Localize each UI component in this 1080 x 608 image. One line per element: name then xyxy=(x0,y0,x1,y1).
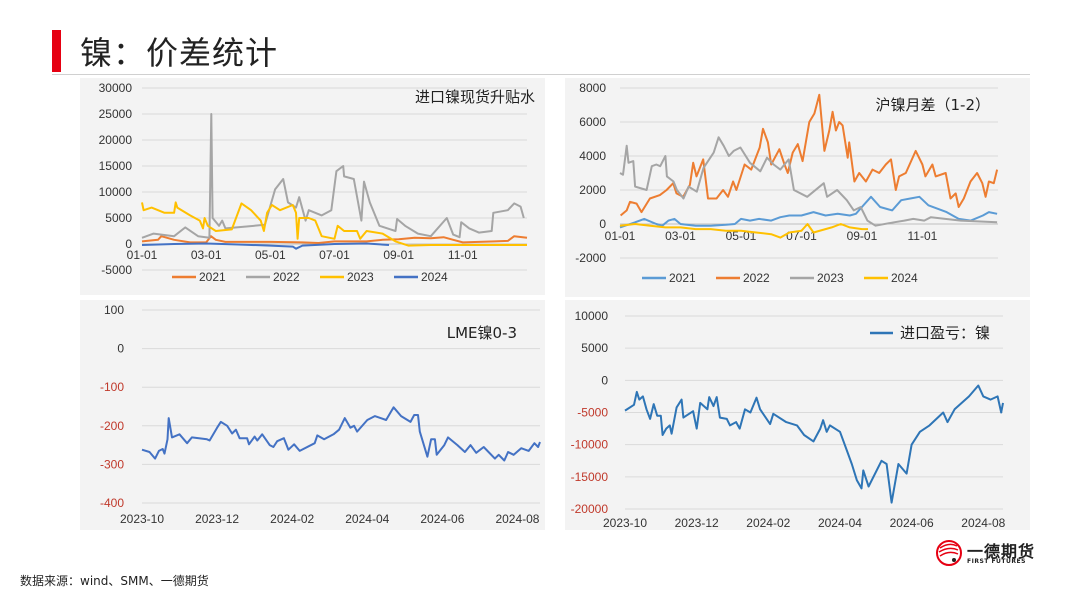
y-tick-label: 0 xyxy=(125,237,132,251)
y-tick-label: -20000 xyxy=(571,502,609,516)
logo-en-text: FIRST FUTURES xyxy=(967,558,1026,565)
y-tick-label: 2000 xyxy=(579,183,606,197)
y-tick-label: 0 xyxy=(601,373,608,387)
series-line-2021 xyxy=(619,195,998,229)
y-tick-label: 0 xyxy=(117,342,124,356)
legend-label: 2024 xyxy=(421,270,448,284)
series-line-2023 xyxy=(619,136,998,227)
chart-title: 进口盈亏：镍 xyxy=(900,324,990,342)
x-tick-label: 2023-12 xyxy=(675,516,719,530)
x-tick-label: 2023-10 xyxy=(120,512,164,526)
legend-label: 2022 xyxy=(743,271,770,285)
legend-label: 2024 xyxy=(891,271,918,285)
y-tick-label: 8000 xyxy=(579,81,606,95)
series-line-2021 xyxy=(141,235,528,244)
x-tick-label: 03-01 xyxy=(191,248,222,262)
y-tick-label: 5000 xyxy=(581,341,608,355)
x-tick-label: 03-01 xyxy=(665,229,696,243)
logo-emblem-icon xyxy=(936,540,962,566)
x-tick-label: 09-01 xyxy=(847,229,878,243)
y-tick-label: -400 xyxy=(100,496,124,510)
y-tick-label: 4000 xyxy=(579,149,606,163)
x-tick-label: 01-01 xyxy=(605,229,636,243)
series-line-2022 xyxy=(619,93,999,217)
x-tick-label: 07-01 xyxy=(319,248,350,262)
x-tick-label: 2024-06 xyxy=(420,512,464,526)
x-tick-label: 2024-02 xyxy=(270,512,314,526)
x-tick-label: 2023-10 xyxy=(603,516,647,530)
legend-label: 2022 xyxy=(273,270,300,284)
x-tick-label: 2024-04 xyxy=(345,512,389,526)
y-tick-label: 30000 xyxy=(99,81,133,95)
series-line-2022 xyxy=(141,113,525,239)
series-line-2023 xyxy=(141,201,527,247)
y-tick-label: 100 xyxy=(104,303,124,317)
y-tick-label: -200 xyxy=(100,419,124,433)
y-tick-label: -100 xyxy=(100,380,124,394)
y-tick-label: 6000 xyxy=(579,115,606,129)
y-tick-label: -5000 xyxy=(577,406,608,420)
y-tick-label: 0 xyxy=(599,217,606,231)
title-divider xyxy=(52,74,1030,75)
x-tick-label: 2024-06 xyxy=(890,516,934,530)
y-tick-label: 10000 xyxy=(575,309,609,323)
legend-label: 2023 xyxy=(817,271,844,285)
company-logo: 一德期货 FIRST FUTURES xyxy=(935,538,1035,568)
page-title: 镍：价差统计 xyxy=(80,34,279,72)
title-accent-bar xyxy=(52,30,61,72)
x-tick-label: 01-01 xyxy=(127,248,158,262)
y-tick-label: 10000 xyxy=(99,185,133,199)
y-tick-label: 5000 xyxy=(105,211,132,225)
y-tick-label: 20000 xyxy=(99,133,133,147)
x-tick-label: 05-01 xyxy=(255,248,286,262)
x-tick-label: 2024-04 xyxy=(818,516,862,530)
series-line-2024 xyxy=(619,223,868,239)
chart-title: 沪镍月差（1-2） xyxy=(875,96,990,114)
y-tick-label: -5000 xyxy=(101,263,132,277)
chart-panel-lme-0-3 xyxy=(80,300,545,530)
series-line-2024 xyxy=(141,242,390,250)
series-line-进口盈亏：镍 xyxy=(624,384,1004,504)
y-tick-label: -15000 xyxy=(571,470,609,484)
x-tick-label: 2023-12 xyxy=(195,512,239,526)
data-source-note: 数据来源：wind、SMM、一德期货 xyxy=(20,574,209,588)
chart-title: 进口镍现货升贴水 xyxy=(415,88,535,106)
x-tick-label: 2024-08 xyxy=(495,512,539,526)
legend-label: 2021 xyxy=(669,271,696,285)
legend-label: 2023 xyxy=(347,270,374,284)
x-tick-label: 2024-08 xyxy=(961,516,1005,530)
chart-panel-shfe-spread xyxy=(565,78,1030,297)
x-tick-label: 2024-02 xyxy=(746,516,790,530)
y-tick-label: -300 xyxy=(100,457,124,471)
y-tick-label: 15000 xyxy=(99,159,133,173)
series-line-LME镍0-3 xyxy=(141,406,541,462)
x-tick-label: 11-01 xyxy=(448,248,478,262)
y-tick-label: 25000 xyxy=(99,107,133,121)
logo-cn-text: 一德期货 xyxy=(967,542,1036,561)
y-tick-label: -2000 xyxy=(575,251,606,265)
legend-label: 2021 xyxy=(199,270,226,284)
x-tick-label: 11-01 xyxy=(907,229,937,243)
x-tick-label: 09-01 xyxy=(383,248,414,262)
y-tick-label: -10000 xyxy=(571,438,609,452)
chart-title: LME镍0-3 xyxy=(447,324,517,342)
